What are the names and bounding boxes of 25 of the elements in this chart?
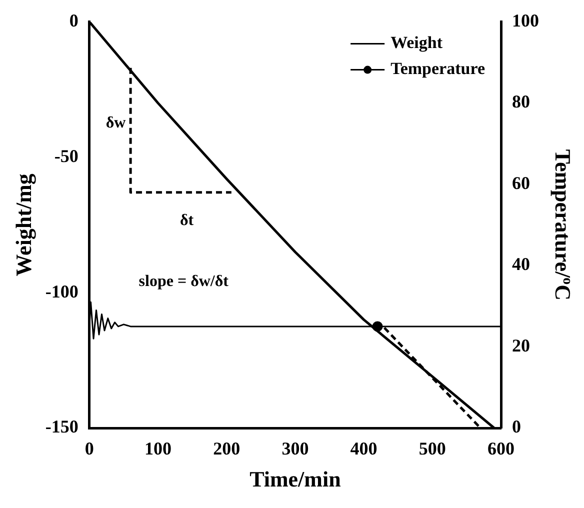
x-tick-label: 200 [213, 438, 240, 458]
y-tick-label: -50 [54, 146, 78, 166]
y-tick-label: -100 [45, 281, 78, 302]
y2-tick-label: 0 [512, 416, 521, 437]
x-tick-label: 100 [144, 438, 172, 458]
y2-tick-label: 40 [512, 254, 530, 274]
x-tick-label: 500 [418, 438, 446, 458]
y2-tick-label: 100 [512, 10, 539, 30]
y-tick-label: -150 [45, 416, 78, 437]
annotation: δw [106, 114, 126, 132]
x-tick-label: 600 [488, 438, 514, 458]
legend-label: Temperature [390, 59, 486, 78]
y2-tick-label: 60 [512, 172, 530, 193]
x-tick-label: 0 [84, 438, 94, 458]
x-axis-title: Time/min [250, 466, 341, 492]
annotation: slope = δw/δt [138, 272, 230, 290]
x-tick-label: 300 [282, 438, 309, 458]
legend-label: Weight [390, 33, 443, 52]
y-axis-title: Weight/mg [10, 174, 36, 276]
y2-tick-label: 80 [512, 92, 530, 112]
x-tick-label: 400 [350, 438, 378, 458]
y-tick-label: 0 [69, 10, 78, 30]
annotation: δt [180, 212, 194, 229]
y2-axis-title: Temperature/oC [550, 149, 576, 301]
y2-tick-label: 20 [512, 335, 530, 356]
